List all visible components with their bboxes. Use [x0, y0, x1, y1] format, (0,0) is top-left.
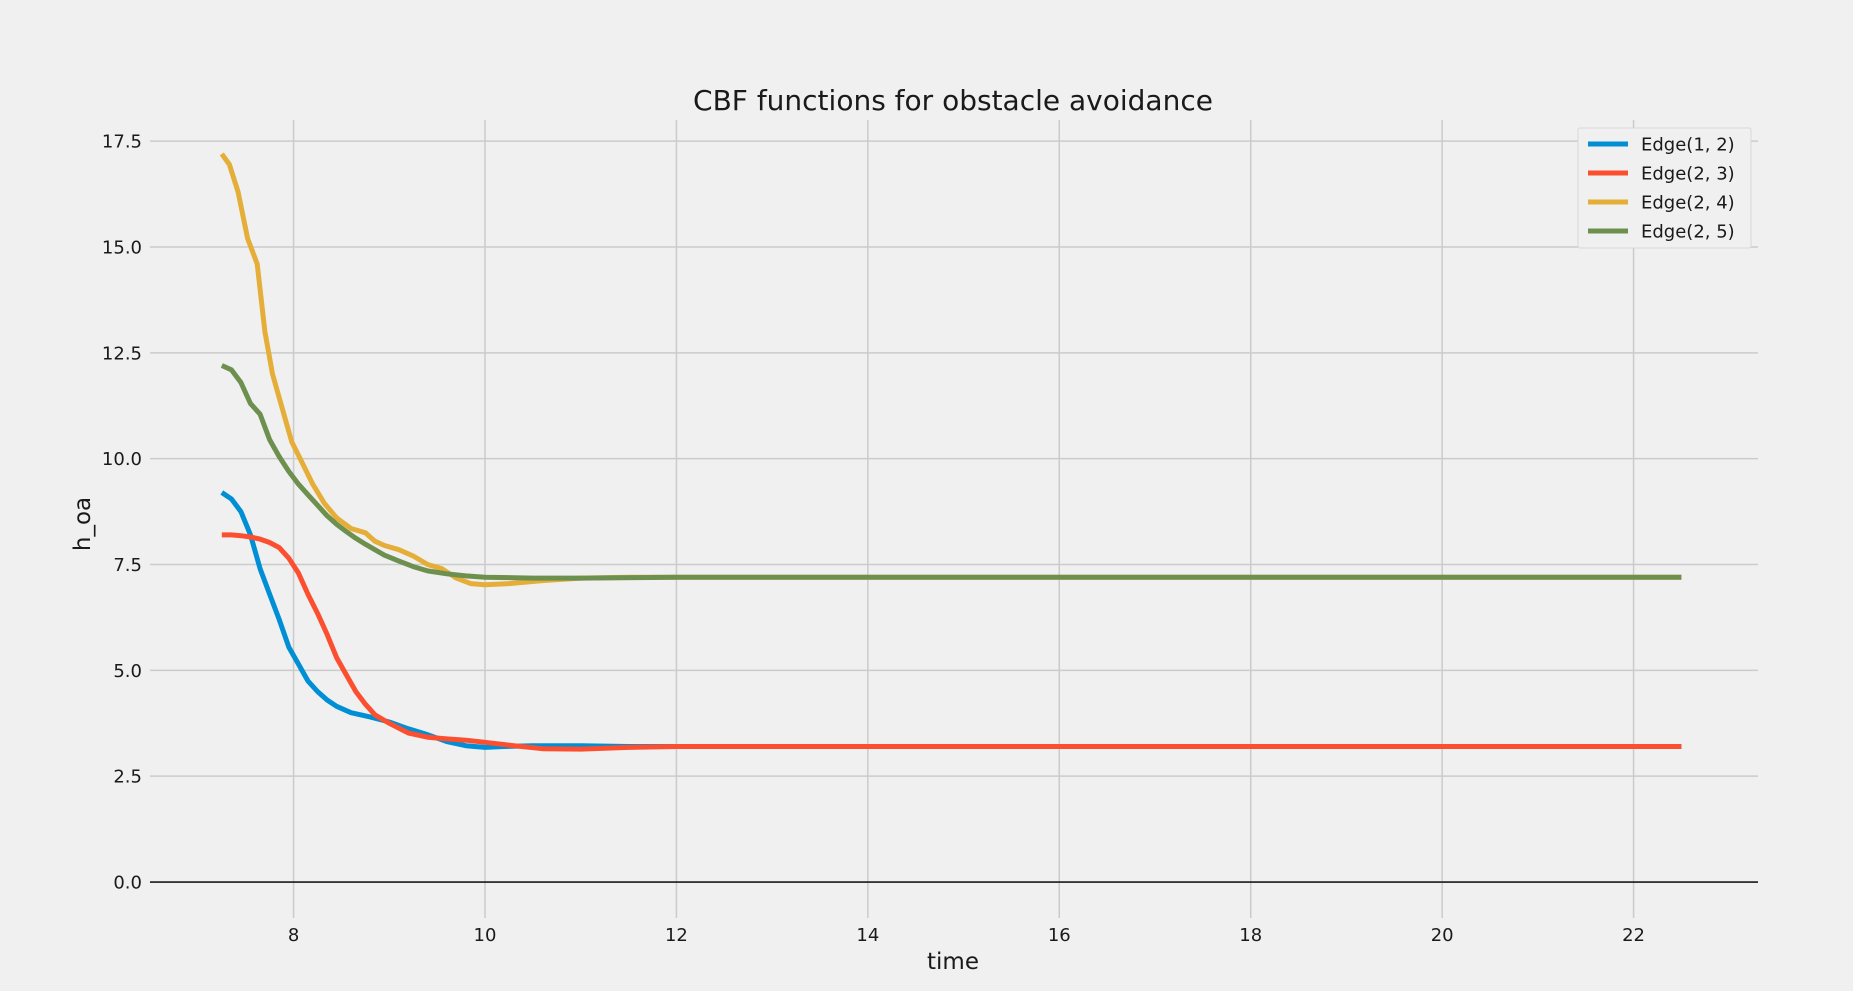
x-tick-label: 16	[1048, 925, 1071, 946]
legend-label: Edge(2, 3)	[1641, 164, 1735, 185]
legend-box	[1577, 127, 1752, 249]
x-tick-label: 18	[1239, 925, 1262, 946]
legend-label: Edge(2, 4)	[1641, 193, 1735, 214]
x-tick-label: 20	[1431, 925, 1454, 946]
series-line-edge-2-5	[220, 363, 1682, 581]
x-tick-label: 12	[665, 925, 688, 946]
y-axis-ticks: 0.0 2.5 5.0 7.5 10.0 12.5 15.0 17.5	[102, 132, 142, 894]
y-tick-label: 15.0	[102, 238, 142, 259]
legend-item: Edge(2, 3)	[1588, 164, 1735, 185]
legend-item: Edge(1, 2)	[1588, 135, 1735, 156]
x-tick-label: 22	[1622, 925, 1645, 946]
y-tick-label: 17.5	[102, 132, 142, 153]
y-tick-label: 7.5	[113, 555, 142, 576]
y-tick-label: 2.5	[113, 767, 142, 788]
x-tick-label: 8	[288, 925, 299, 946]
series-lines	[219, 152, 1682, 752]
x-tick-label: 14	[856, 925, 879, 946]
y-tick-label: 10.0	[102, 449, 142, 470]
legend-label: Edge(1, 2)	[1641, 135, 1735, 156]
y-tick-label: 5.0	[113, 661, 142, 682]
legend-item: Edge(2, 5)	[1588, 222, 1735, 243]
grid	[150, 120, 1758, 918]
y-axis-label: h_oa	[70, 497, 96, 551]
x-axis-label: time	[927, 949, 979, 975]
y-tick-label: 12.5	[102, 343, 142, 364]
legend-label: Edge(2, 5)	[1641, 222, 1735, 243]
legend-item: Edge(2, 4)	[1588, 193, 1735, 214]
x-axis-ticks: 8 10 12 14 16 18 20 22	[288, 925, 1645, 946]
legend: Edge(1, 2) Edge(2, 3) Edge(2, 4) Edge(2, 5)	[1577, 127, 1752, 249]
chart-title: CBF functions for obstacle avoidance	[693, 84, 1213, 117]
y-tick-label: 0.0	[113, 873, 142, 894]
x-tick-label: 10	[474, 925, 497, 946]
series-line-edge-2-3	[221, 532, 1682, 752]
